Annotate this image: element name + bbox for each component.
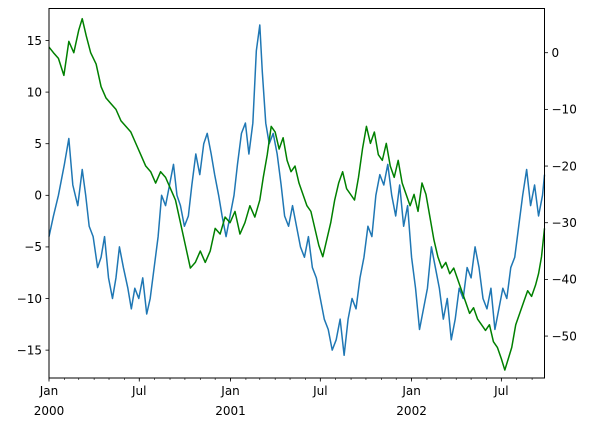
x-tick-label: Jan <box>39 384 59 398</box>
y-right-tick-label: −50 <box>552 329 577 343</box>
series-line-2-right <box>48 17 546 371</box>
plot-frame <box>48 8 545 379</box>
y-right-tick-label: −10 <box>552 103 577 117</box>
y-left-tick-label: −10 <box>17 292 42 306</box>
x-year-label: 2002 <box>396 404 427 418</box>
y-left-tick-label: −15 <box>17 343 42 357</box>
series-layer <box>48 17 546 371</box>
y-right-tick-label: −40 <box>552 273 577 287</box>
y-right-tick-label: 0 <box>552 46 560 60</box>
y-left-tick-label: 5 <box>34 137 42 151</box>
y-left-tick-label: 0 <box>34 189 42 203</box>
x-year-label: 2001 <box>215 404 246 418</box>
y-right-tick-label: −20 <box>552 159 577 173</box>
y-left-tick-label: −5 <box>24 240 42 254</box>
axes-layer: −15−10−5051015−50−40−30−20−100Jan2000Jul… <box>17 34 577 418</box>
x-tick-label: Jan <box>401 384 421 398</box>
x-year-label: 2000 <box>34 404 65 418</box>
series-line-1-left <box>48 24 546 357</box>
y-right-tick-label: −30 <box>552 216 577 230</box>
x-tick-label: Jul <box>493 384 508 398</box>
x-tick-label: Jul <box>312 384 327 398</box>
y-left-tick-label: 15 <box>27 34 42 48</box>
x-tick-label: Jul <box>131 384 146 398</box>
y-left-tick-label: 10 <box>27 85 42 99</box>
x-tick-label: Jan <box>220 384 240 398</box>
